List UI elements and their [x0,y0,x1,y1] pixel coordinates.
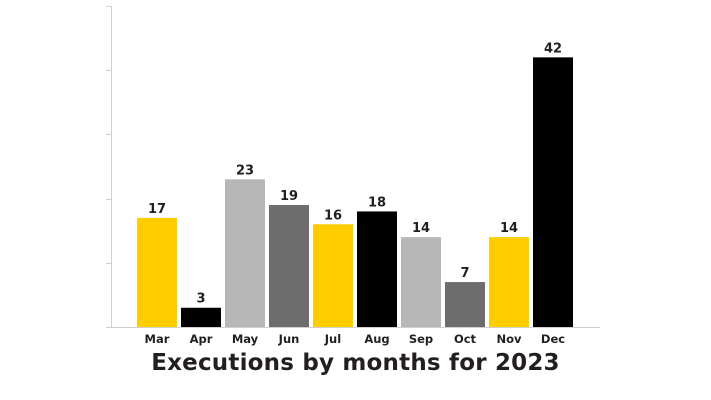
chart-value-labels: 17 3 23 19 16 18 14 7 14 42 [148,41,562,306]
bar-apr [181,307,221,327]
value-label-apr: 3 [196,292,205,307]
bar-dec [533,57,573,328]
x-tick-label-dec: Dec [541,332,565,346]
x-tick-label-may: May [232,332,259,346]
value-label-aug: 18 [368,195,386,210]
bar-sep [401,237,441,327]
x-tick-label-jul: Jul [324,332,341,346]
bar-may [225,179,265,327]
x-tick-label-jun: Jun [278,332,300,346]
bar-aug [357,211,397,327]
value-label-jul: 16 [324,208,342,223]
chart-axes [106,6,600,328]
chart-bars [137,57,573,328]
x-tick-label-aug: Aug [364,332,389,346]
chart-title: Executions by months for 2023 [151,350,560,376]
x-tick-label-nov: Nov [496,332,522,346]
x-tick-label-mar: Mar [145,332,170,346]
value-label-dec: 42 [544,41,562,56]
value-label-oct: 7 [460,266,469,281]
bar-jul [313,224,353,327]
chart-x-tick-labels: Mar Apr May Jun Jul Aug Sep Oct Nov Dec [145,332,566,346]
bar-jun [269,205,309,327]
bar-mar [137,217,177,327]
value-label-nov: 14 [500,221,518,236]
x-tick-label-oct: Oct [454,332,477,346]
x-tick-label-apr: Apr [190,332,213,346]
x-tick-label-sep: Sep [409,332,433,346]
bar-oct [445,282,485,327]
value-label-jun: 19 [280,189,298,204]
value-label-may: 23 [236,163,254,178]
value-label-sep: 14 [412,221,430,236]
value-label-mar: 17 [148,202,166,217]
bar-nov [489,237,529,327]
